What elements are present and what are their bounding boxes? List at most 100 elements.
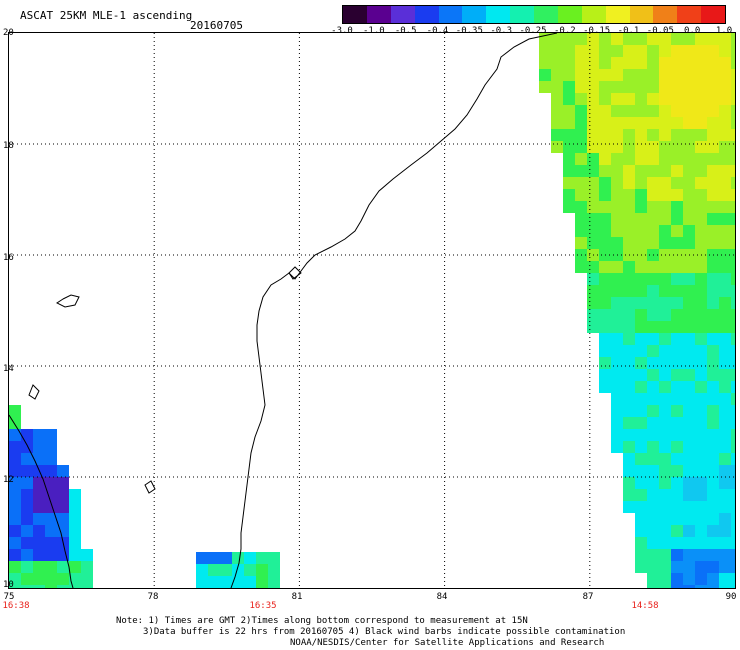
swath-cell: [57, 573, 69, 585]
swath-cell: [683, 45, 695, 57]
swath-cell: [9, 549, 21, 561]
swath-cell: [731, 525, 735, 537]
swath-cell: [671, 453, 683, 465]
swath-cell: [707, 525, 719, 537]
swath-cell: [695, 105, 707, 117]
swath-cell: [683, 165, 695, 177]
swath-cell: [623, 261, 635, 273]
swath-cell: [9, 537, 21, 549]
swath-cell: [611, 345, 623, 357]
swath-cell: [21, 537, 33, 549]
swath-cell: [599, 189, 611, 201]
swath-cell: [69, 501, 81, 513]
swath-cell: [33, 585, 45, 588]
swath-cell: [695, 357, 707, 369]
swath-cell: [611, 393, 623, 405]
swath-cell: [731, 153, 735, 165]
swath-cell: [719, 537, 731, 549]
swath-cell: [575, 33, 587, 45]
swath-cell: [683, 93, 695, 105]
swath-cell: [45, 501, 57, 513]
swath-cell: [719, 261, 731, 273]
swath-cell: [659, 93, 671, 105]
swath-cell: [707, 177, 719, 189]
swath-cell: [9, 405, 21, 417]
swath-cell: [599, 369, 611, 381]
east-coastline: [230, 33, 558, 588]
coastline: [9, 33, 558, 588]
swath-cell: [707, 141, 719, 153]
lon-label-81: 81: [291, 592, 303, 602]
swath-cell: [9, 573, 21, 585]
swath-cell: [707, 165, 719, 177]
swath-cell: [635, 153, 647, 165]
swath-cell: [9, 525, 21, 537]
swath-cell: [635, 345, 647, 357]
swath-cell: [587, 117, 599, 129]
colorbar-segment: [343, 6, 367, 23]
swath-cell: [635, 549, 647, 561]
swath-cell: [647, 441, 659, 453]
swath-cell: [707, 357, 719, 369]
swath-cell: [671, 165, 683, 177]
swath-cell: [623, 81, 635, 93]
swath-cell: [599, 285, 611, 297]
swath-cell: [719, 309, 731, 321]
swath-cell: [683, 225, 695, 237]
swath-cell: [563, 105, 575, 117]
swath-cell: [659, 513, 671, 525]
swath-cell: [695, 321, 707, 333]
swath-cell: [707, 69, 719, 81]
swath-cell: [599, 129, 611, 141]
island-outline: [144, 480, 156, 494]
swath-cell: [731, 309, 735, 321]
swath-cell: [719, 201, 731, 213]
swath-cell: [719, 441, 731, 453]
swath-cell: [21, 525, 33, 537]
swath-cell: [635, 453, 647, 465]
swath-cell: [647, 45, 659, 57]
swath-cell: [731, 285, 735, 297]
swath-cell: [611, 153, 623, 165]
swath-cell: [731, 357, 735, 369]
swath-cell: [671, 93, 683, 105]
swath-cell: [647, 57, 659, 69]
swath-cell: [563, 177, 575, 189]
swath-cell: [611, 129, 623, 141]
swath-cell: [563, 69, 575, 81]
swath-cell: [731, 165, 735, 177]
swath-cell: [256, 552, 268, 564]
swath-cell: [647, 393, 659, 405]
swath-cell: [671, 309, 683, 321]
swath-cell: [731, 189, 735, 201]
swath-cell: [719, 489, 731, 501]
swath-cell: [683, 477, 695, 489]
swath-cell: [635, 93, 647, 105]
swath-cell: [695, 261, 707, 273]
swath-cell: [659, 537, 671, 549]
swath-cell: [719, 237, 731, 249]
swath-cell: [719, 561, 731, 573]
swath-cell: [9, 501, 21, 513]
lon-label-75: 75: [3, 592, 15, 602]
swath-cell: [647, 309, 659, 321]
swath-cell: [707, 501, 719, 513]
swath-cell: [707, 261, 719, 273]
swath-cell: [563, 93, 575, 105]
swath-cell: [719, 321, 731, 333]
swath-cell: [695, 513, 707, 525]
swath-cell: [599, 273, 611, 285]
swath-cell: [695, 165, 707, 177]
swath-cell: [33, 477, 45, 489]
swath-cell: [575, 189, 587, 201]
swath-cell: [575, 117, 587, 129]
swath-cell: [695, 489, 707, 501]
swath-cell: [647, 381, 659, 393]
swath-cell: [33, 429, 45, 441]
swath-cell: [707, 345, 719, 357]
swath-cell: [611, 357, 623, 369]
swath-cell: [196, 564, 208, 576]
swath-cell: [635, 309, 647, 321]
swath-cell: [719, 405, 731, 417]
swath-cell: [731, 405, 735, 417]
